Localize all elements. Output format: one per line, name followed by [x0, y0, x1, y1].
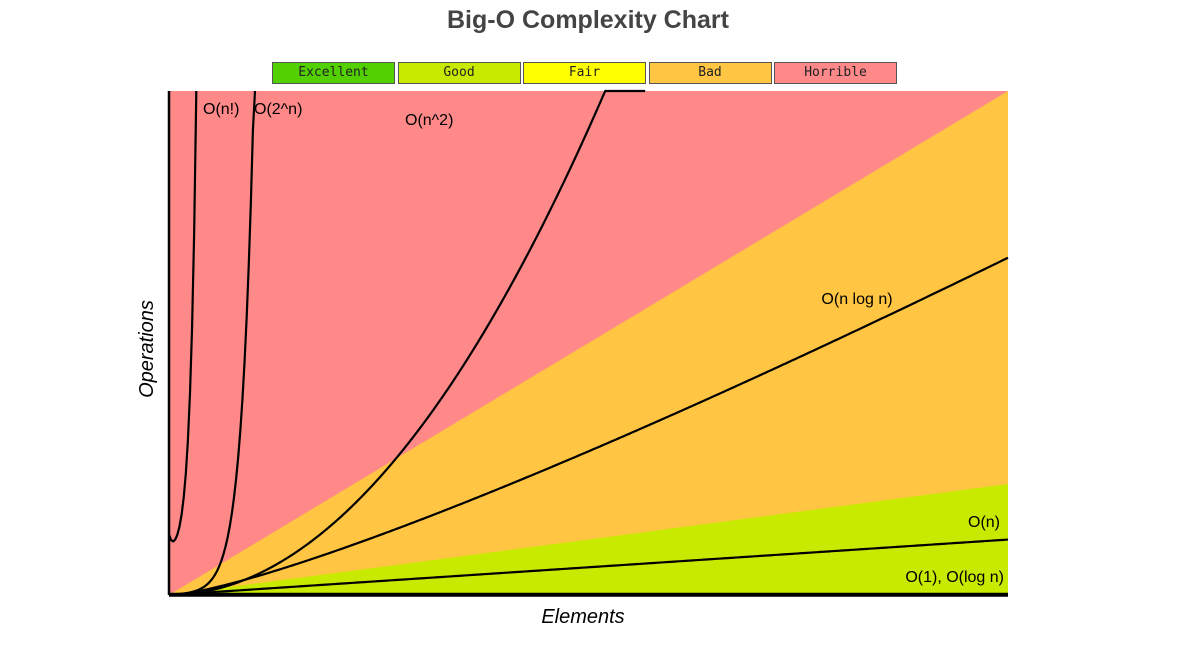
series-o-n-2-line [168, 89, 646, 597]
legend-item-horrible: Horrible [774, 62, 897, 84]
series-o-n-line [167, 90, 198, 543]
series-o-n-log-n-label: O(n log n) [821, 291, 892, 308]
legend-item-bad: Bad [648, 62, 772, 84]
series-o-n-line [168, 538, 1009, 597]
series-o-n-2-label: O(n^2) [405, 112, 453, 129]
legend-item-fair: Fair [523, 62, 646, 84]
y-axis-label: Operations [136, 300, 158, 398]
chart-title: Big-O Complexity Chart [447, 6, 729, 34]
legend-item-excellent: Excellent [272, 62, 395, 84]
series-o-n-label: O(n) [968, 514, 1000, 531]
series-o-n-label: O(n!) [203, 101, 239, 118]
series-o-n-log-n-line [168, 256, 1009, 597]
legend-item-good: Good [397, 62, 521, 84]
x-axis-label: Elements [541, 606, 624, 628]
region-bad [169, 91, 1008, 595]
series-o-2-n-label: O(2^n) [254, 101, 302, 118]
region-good [169, 484, 1008, 595]
series-o-1-o-log-n-label: O(1), O(log n) [905, 569, 1004, 586]
